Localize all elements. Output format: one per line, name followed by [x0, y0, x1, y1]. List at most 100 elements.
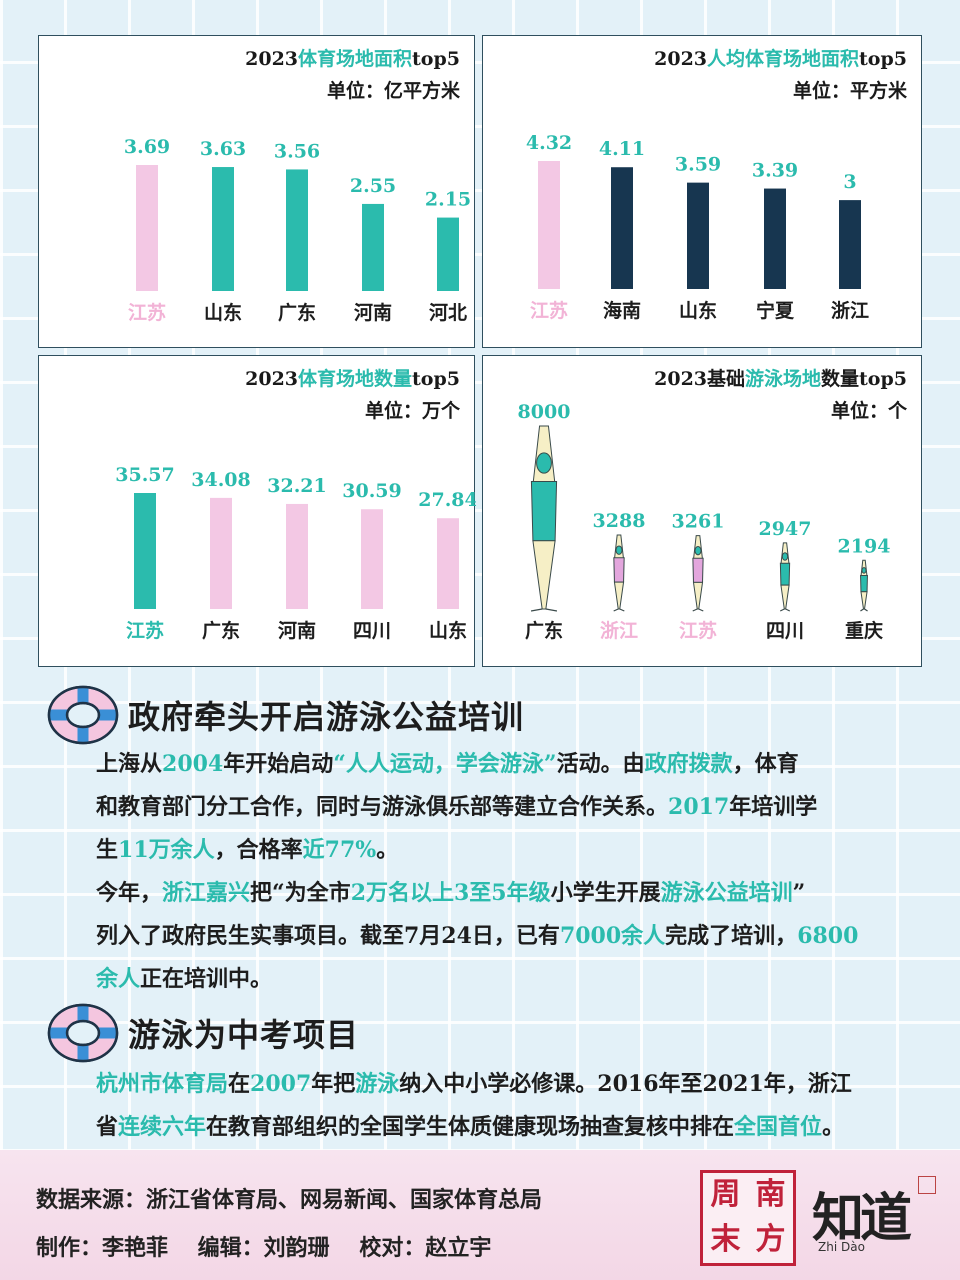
value-label: 4.32 — [526, 132, 572, 154]
swimmer-figure — [779, 542, 791, 612]
chart-title-part: 数量top5 — [821, 368, 907, 390]
paragraph-line: 列入了政府民生实事项目。截至7月24日，已有7000余人完成了培训，6800 — [96, 915, 926, 958]
chart-title-part: 体育场地面积 — [298, 48, 413, 70]
highlight-text: 连续六年 — [118, 1114, 207, 1140]
section-heading-training: 政府牵头开启游泳公益培训 — [44, 680, 524, 750]
chart-title-part: 人均体育场地面积 — [707, 48, 860, 70]
value-label: 2.55 — [350, 175, 396, 197]
bar — [286, 169, 308, 291]
category-label: 广东 — [525, 619, 563, 642]
value-label: 2.15 — [425, 189, 471, 211]
brand-logo-zhidao: 知道 — [812, 1188, 912, 1249]
bar — [362, 203, 384, 291]
highlight-text: 杭州市体育局 — [96, 1071, 229, 1097]
chart-panel-area: 2023体育场地面积top5 单位：亿平方米 3.69 江苏 3.63 山东 3.56 广… — [38, 35, 475, 348]
body-text: 今年， — [96, 880, 163, 906]
value-label: 3261 — [672, 511, 725, 533]
highlight-text: 2004 — [162, 751, 224, 777]
bar — [361, 509, 383, 609]
bar — [687, 182, 709, 289]
bar — [136, 165, 158, 291]
paragraph-line: 今年，浙江嘉兴把“为全市2万名以上3至5年级小学生开展游泳公益培训” — [96, 872, 926, 915]
body-text: ，合格率 — [214, 837, 303, 863]
swimmer-figure — [613, 534, 625, 612]
bar — [538, 161, 560, 289]
category-label: 广东 — [202, 619, 240, 642]
category-label: 河南 — [278, 620, 316, 642]
bar — [437, 217, 459, 291]
body-text: 和教育部门分工合作，同时与游泳俱乐部等建立合作关系。 — [96, 794, 669, 820]
chart-title-part: top5 — [859, 48, 907, 70]
chart-title-part: top5 — [412, 368, 460, 390]
category-label: 河北 — [429, 302, 467, 324]
body-text: 活动。由 — [556, 751, 645, 777]
swimmer-figure — [692, 535, 704, 612]
chart-title: 2023体育场地数量top5 — [245, 364, 460, 391]
body-text: 在教育部组织的全国学生体质健康现场抽查复核中排在 — [206, 1114, 735, 1140]
category-label: 浙江 — [831, 299, 869, 322]
chart-unit: 单位：平方米 — [792, 80, 907, 102]
bar-chart-count: 35.57 江苏 34.08 广东 32.21 河南 30.59 四川 27.84 山东 — [115, 464, 476, 642]
highlight-text: 政府拨款 — [644, 751, 733, 777]
highlight-text: 2万名以上3至5年级 — [350, 880, 551, 906]
data-source: 数据来源：浙江省体育局、网易新闻、国家体育总局 — [36, 1187, 543, 1213]
highlight-text: 6800 — [797, 923, 859, 949]
highlight-text: “人人运动，学会游泳” — [333, 751, 557, 777]
chart-title-part: 体育场地数量 — [298, 368, 413, 390]
seal-icon — [918, 1176, 936, 1194]
body-text: 。 — [822, 1114, 845, 1140]
value-label: 3.69 — [124, 136, 170, 158]
value-label: 32.21 — [267, 475, 327, 497]
paragraph-line: 上海从2004年开始启动“人人运动，学会游泳”活动。由政府拨款，体育 — [96, 743, 926, 786]
logo-char: 周 — [710, 1177, 741, 1212]
chart-title-part: 2023 — [245, 368, 299, 390]
body-text: 年培训学 — [729, 794, 818, 820]
section-title: 游泳为中考项目 — [128, 1016, 360, 1054]
chart-panel-swimming: 2023基础游泳场地数量top5 单位：个 8000 广东 3288 浙江 3261 江苏… — [482, 355, 922, 667]
highlight-text: 近77% — [302, 837, 377, 863]
body-text: 年把 — [311, 1071, 356, 1097]
body-text: 小学生开展 — [550, 880, 661, 906]
value-label: 34.08 — [191, 469, 251, 491]
value-label: 30.59 — [342, 480, 402, 502]
bar — [611, 167, 633, 289]
category-label: 重庆 — [845, 619, 883, 642]
chart-title-part: 游泳场地 — [745, 368, 822, 390]
chart-panel-area-per-capita: 2023人均体育场地面积top5 单位：平方米 4.32 江苏 4.11 海南 3.59… — [482, 35, 922, 348]
chart-title: 2023体育场地面积top5 — [245, 44, 460, 71]
chart-panel-count: 2023体育场地数量top5 单位：万个 35.57 江苏 34.08 广东 32.21… — [38, 355, 476, 667]
highlight-text: 游泳公益培训 — [660, 880, 793, 906]
paragraph-line: 和教育部门分工合作，同时与游泳俱乐部等建立合作关系。2017年培训学 — [96, 786, 926, 829]
highlight-text: 浙江嘉兴 — [162, 880, 251, 906]
paragraph-exam: 杭州市体育局在2007年把游泳纳入中小学必修课。2016年至2021年，浙江 省连… — [96, 1063, 926, 1149]
value-label: 2194 — [838, 535, 891, 557]
body-text: 列入了政府民生实事项目。截至7月24日，已有 — [96, 923, 560, 949]
chart-unit: 单位：亿平方米 — [326, 80, 460, 102]
body-text: 。 — [376, 837, 399, 863]
highlight-text: 2007 — [250, 1071, 312, 1097]
category-label: 江苏 — [679, 619, 717, 642]
category-label: 山东 — [679, 299, 717, 322]
logo-char: 末 — [710, 1222, 741, 1257]
value-label: 27.84 — [418, 489, 476, 511]
category-label: 四川 — [353, 620, 391, 642]
body-text: 省 — [96, 1114, 119, 1140]
chart-unit: 单位：万个 — [364, 400, 460, 422]
category-label: 广东 — [278, 301, 316, 324]
bar-chart-area: 3.69 江苏 3.63 山东 3.56 广东 2.55 河南 2.15 河北 — [124, 136, 471, 324]
category-label: 海南 — [603, 299, 641, 322]
body-text: 纳入中小学必修课。2016年至2021年，浙江 — [399, 1071, 852, 1097]
body-text: 上海从 — [96, 751, 163, 777]
body-text: 正在培训中。 — [140, 966, 273, 992]
category-label: 江苏 — [128, 301, 166, 324]
paragraph-line: 省连续六年在教育部组织的全国学生体质健康现场抽查复核中排在全国首位。 — [96, 1106, 926, 1149]
body-text: 在 — [228, 1071, 251, 1097]
brand-logo-subtitle: Zhi Dào — [818, 1240, 865, 1254]
footer — [0, 1150, 960, 1280]
section-heading-exam: 游泳为中考项目 — [44, 998, 359, 1068]
bar — [764, 188, 786, 289]
category-label: 江苏 — [530, 299, 568, 322]
value-label: 3 — [843, 171, 856, 193]
chart-title: 2023基础游泳场地数量top5 — [654, 364, 907, 391]
highlight-text: 全国首位 — [734, 1114, 823, 1140]
